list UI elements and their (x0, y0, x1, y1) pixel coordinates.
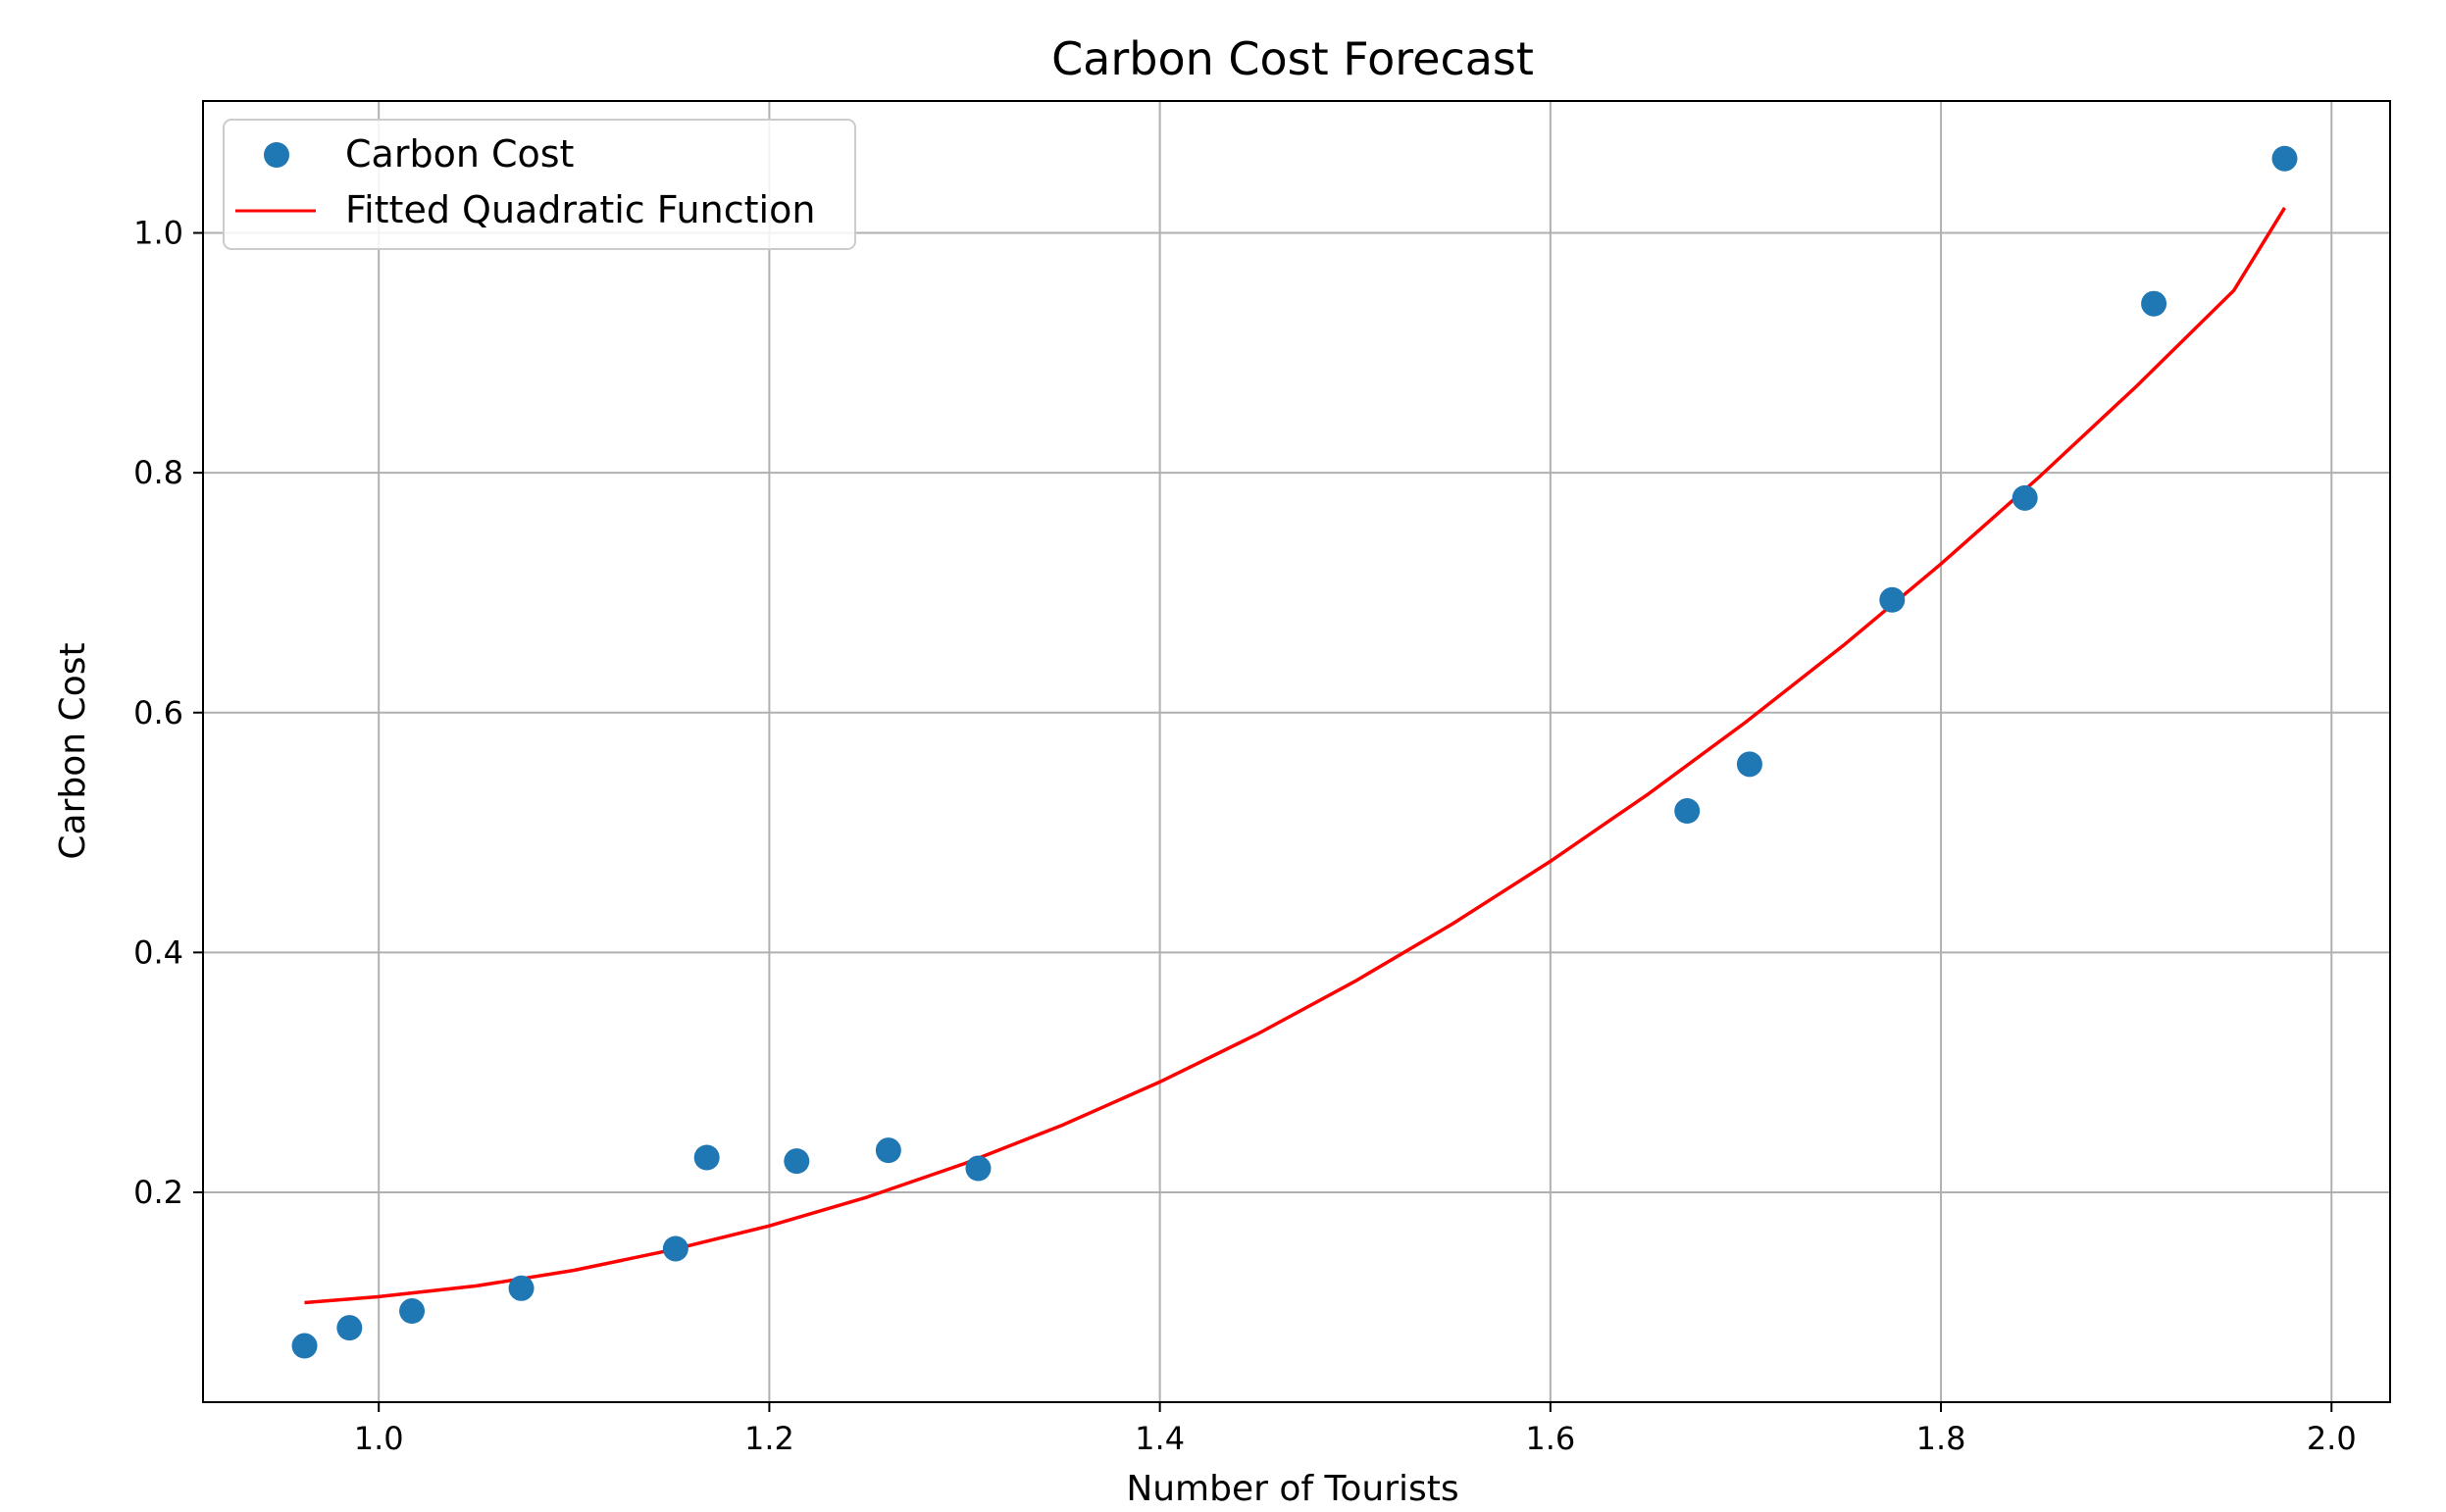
data-point (875, 1137, 901, 1164)
fit-layer (304, 206, 2286, 1305)
chart-title: Carbon Cost Forecast (1051, 32, 1534, 85)
y-tick-label: 0.6 (133, 694, 183, 731)
legend-label-fitted-quadratic: Fitted Quadratic Function (345, 188, 815, 231)
x-tick-label: 1.4 (1135, 1420, 1185, 1457)
x-axis-label: Number of Tourists (1126, 1469, 1458, 1509)
legend-box (223, 119, 856, 250)
data-point (2141, 290, 2167, 317)
data-point (2012, 484, 2038, 511)
legend-label-carbon-cost: Carbon Cost (345, 132, 574, 176)
data-point (1879, 586, 1906, 613)
x-tick-label: 1.8 (1916, 1420, 1966, 1457)
legend: Carbon Cost Fitted Quadratic Function (223, 119, 856, 250)
legend-marker-carbon-cost (264, 142, 289, 168)
data-point (965, 1155, 992, 1182)
data-point (662, 1235, 688, 1262)
x-tick-label: 1.6 (1525, 1420, 1575, 1457)
x-tick-label: 1.2 (744, 1420, 794, 1457)
data-point (784, 1148, 810, 1175)
fitted-quadratic-line (304, 206, 2286, 1305)
grid (203, 101, 2390, 1402)
data-point (1674, 798, 1701, 825)
y-tick-label: 1.0 (133, 215, 183, 252)
data-point (508, 1275, 535, 1301)
data-point (2271, 145, 2298, 172)
plot-frame (202, 100, 2391, 1403)
data-point (336, 1315, 363, 1341)
data-point (399, 1298, 426, 1325)
points-layer (291, 145, 2298, 1359)
data-point (693, 1144, 720, 1171)
data-point (291, 1333, 318, 1359)
y-axis-ticks: 0.2 0.4 0.6 0.8 1.0 (133, 215, 203, 1211)
x-tick-label: 1.0 (354, 1420, 404, 1457)
x-tick-label: 2.0 (2307, 1420, 2357, 1457)
data-point (1736, 751, 1762, 778)
y-tick-label: 0.2 (133, 1174, 183, 1211)
y-axis-label: Carbon Cost (53, 642, 93, 859)
y-tick-label: 0.8 (133, 454, 183, 491)
y-tick-label: 0.4 (133, 933, 183, 971)
x-axis-ticks: 1.0 1.2 1.4 1.6 1.8 2.0 (354, 1402, 2357, 1457)
